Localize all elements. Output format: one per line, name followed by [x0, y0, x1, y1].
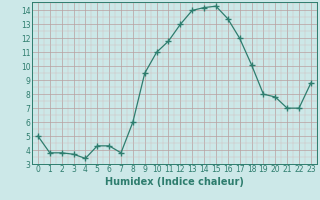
- X-axis label: Humidex (Indice chaleur): Humidex (Indice chaleur): [105, 177, 244, 187]
